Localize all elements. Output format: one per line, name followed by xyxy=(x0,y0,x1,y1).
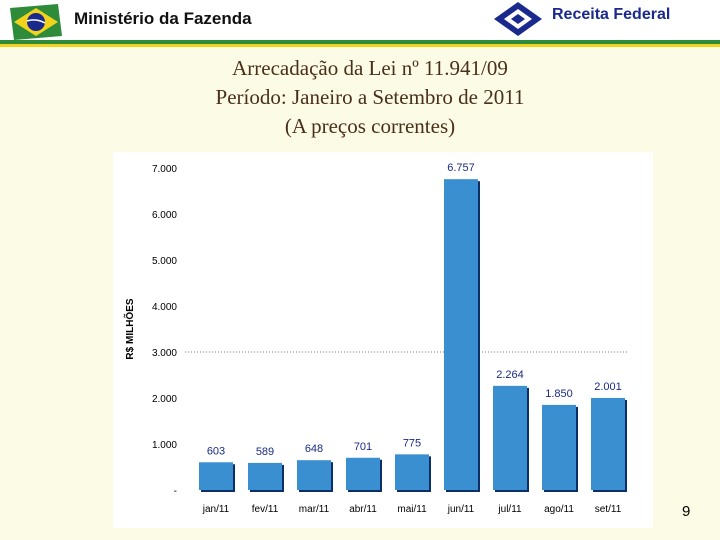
y-tick-label: 6.000 xyxy=(152,210,177,221)
value-labels: 603 589 648 701 775 6.757 2.264 1.850 2.001 xyxy=(207,162,622,458)
value-label: 589 xyxy=(256,446,274,458)
ministry-name: Ministério da Fazenda xyxy=(74,9,252,28)
y-tick-label: 3.000 xyxy=(152,348,177,359)
y-tick-label: 2.000 xyxy=(152,394,177,405)
slide-title: Arrecadação da Lei nº 11.941/09 Período:… xyxy=(90,54,650,141)
y-tick-labels: - 1.000 2.000 3.000 4.000 5.000 6.000 7.000 xyxy=(152,164,177,497)
x-tick-label: mar/11 xyxy=(299,504,330,515)
bar xyxy=(444,179,478,491)
value-label: 701 xyxy=(354,441,372,453)
x-tick-label: set/11 xyxy=(595,504,622,515)
title-line-1: Arrecadação da Lei nº 11.941/09 xyxy=(232,56,508,80)
bar xyxy=(493,385,527,490)
brazil-flag-logo xyxy=(10,4,62,40)
title-line-2: Período: Janeiro a Setembro de 2011 xyxy=(215,85,525,109)
value-label: 2.001 xyxy=(594,381,622,393)
bar xyxy=(297,460,331,490)
x-tick-label: abr/11 xyxy=(349,504,377,515)
page-number: 9 xyxy=(682,503,691,520)
value-label: 775 xyxy=(403,437,421,449)
title-line-3: (A preços correntes) xyxy=(284,114,456,138)
value-label: 6.757 xyxy=(447,162,475,174)
x-tick-label: jan/11 xyxy=(202,504,230,515)
y-tick-label: 1.000 xyxy=(152,440,177,451)
x-tick-label: mai/11 xyxy=(397,504,427,515)
y-tick-label: - xyxy=(174,486,177,497)
bar xyxy=(395,454,429,490)
bar-chart: R$ MILHÕES - 1.000 2.000 3.000 4.000 5.000 6.0… xyxy=(123,162,629,515)
bars xyxy=(199,179,627,493)
x-tick-label: jun/11 xyxy=(447,504,475,515)
bar xyxy=(248,462,282,490)
value-label: 603 xyxy=(207,445,225,457)
x-tick-label: ago/11 xyxy=(544,504,574,515)
header-bar: Ministério da Fazenda Receita Federal xyxy=(0,0,720,44)
y-tick-label: 7.000 xyxy=(152,164,177,175)
agency-name: Receita Federal xyxy=(552,6,671,23)
bar xyxy=(591,397,625,490)
x-tick-label: fev/11 xyxy=(252,504,279,515)
bar xyxy=(199,462,233,490)
y-tick-label: 4.000 xyxy=(152,302,177,313)
bar xyxy=(542,404,576,490)
value-label: 2.264 xyxy=(496,369,524,381)
y-axis-label: R$ MILHÕES xyxy=(123,298,136,359)
bar xyxy=(346,457,380,490)
x-tick-label: jul/11 xyxy=(497,504,522,515)
value-label: 648 xyxy=(305,443,323,455)
y-tick-label: 5.000 xyxy=(152,256,177,267)
value-label: 1.850 xyxy=(545,388,573,400)
header-yellow-stripe xyxy=(0,44,720,47)
x-tick-labels: jan/11 fev/11 mar/11 abr/11 mai/11 jun/11 jul/… xyxy=(202,504,622,515)
header-green-stripe xyxy=(0,40,720,44)
chart-panel: R$ MILHÕES - 1.000 2.000 3.000 4.000 5.000 6.0… xyxy=(113,152,653,528)
receita-federal-logo xyxy=(494,2,542,36)
